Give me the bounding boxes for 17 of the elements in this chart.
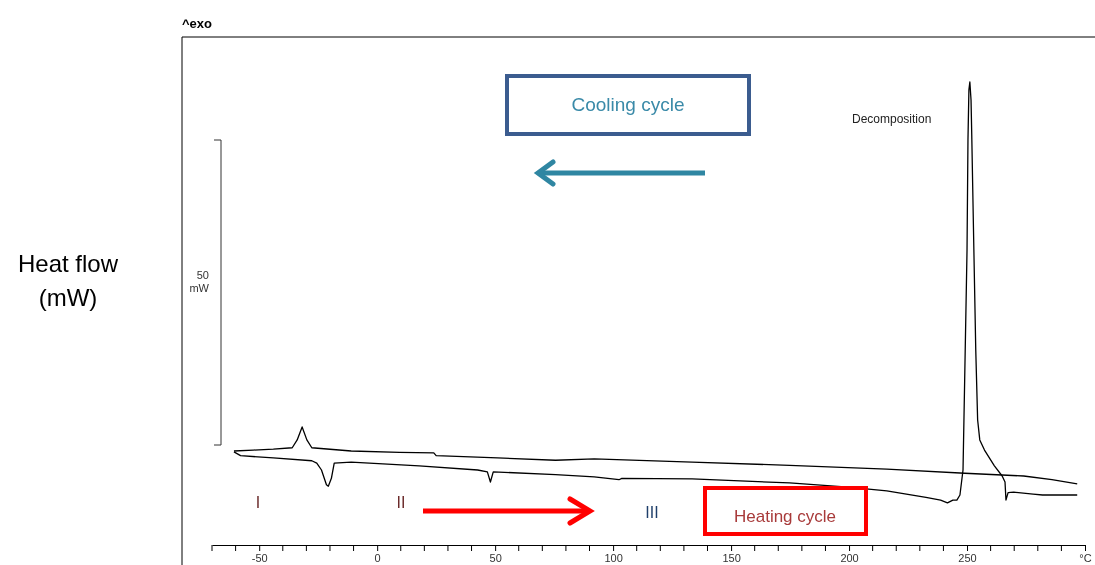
x-tick-label: 0 — [374, 551, 381, 564]
annotation: Cooling cycle — [571, 94, 685, 115]
annotation: II — [396, 494, 406, 511]
x-tick-label: 100 — [604, 551, 623, 564]
y-axis-title: Heat flow (mW) — [17, 250, 119, 311]
annotation: III — [645, 504, 659, 521]
annotation: Heating cycle — [733, 507, 837, 526]
x-tick-label: -50 — [251, 551, 268, 564]
x-tick-label: 50 — [489, 551, 502, 564]
text: 50 mW — [189, 269, 210, 294]
x-tick-label: 250 — [958, 551, 977, 564]
text: ^exo — [182, 16, 213, 31]
annotation: I — [255, 494, 261, 511]
annotation: Decomposition — [852, 112, 932, 126]
x-tick-label: °C — [1079, 551, 1092, 564]
x-tick-label: 150 — [722, 551, 741, 564]
x-tick-label: 200 — [840, 551, 859, 564]
